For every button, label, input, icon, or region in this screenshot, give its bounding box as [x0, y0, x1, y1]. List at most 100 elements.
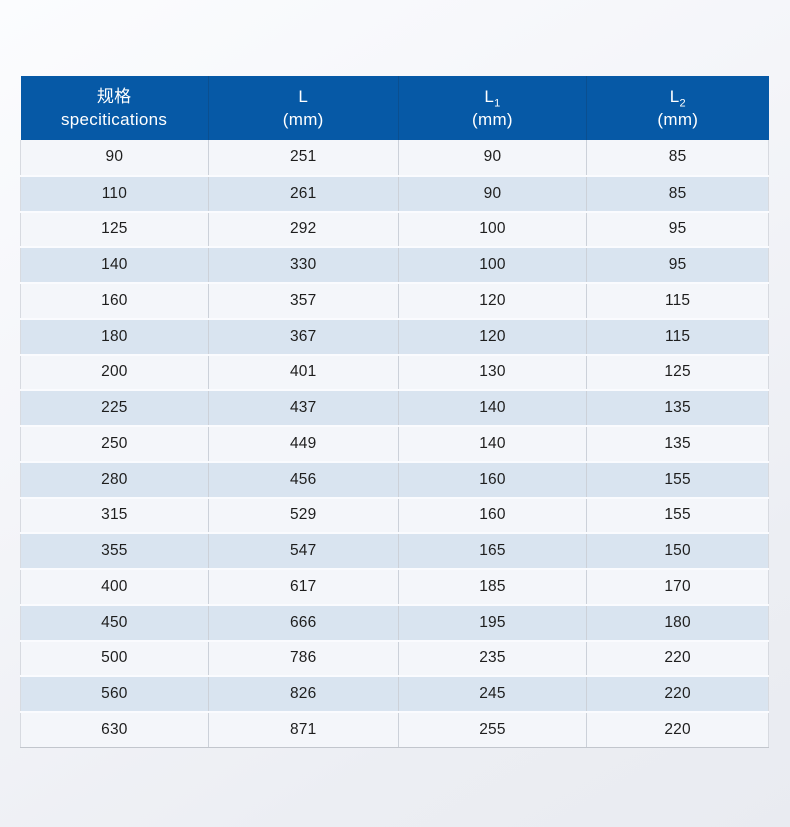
table-row: 450 666 195 180	[20, 604, 769, 642]
col-header-l1: L1 (mm)	[398, 76, 588, 140]
col-header-l2-unit: (mm)	[657, 110, 699, 129]
table-cell: 170	[586, 569, 769, 606]
table-cell: 449	[208, 426, 399, 463]
table-row: 560 826 245 220	[20, 676, 769, 713]
table-cell: 135	[586, 390, 769, 427]
table-cell: 120	[398, 283, 588, 320]
spec-table-container: 规格 specitications L (mm) L1 (mm) L2 (mm)…	[20, 76, 769, 749]
table-cell: 150	[586, 533, 769, 570]
col-header-specifications: 规格 specitications	[20, 76, 209, 140]
table-row: 90 251 90 85	[20, 140, 769, 177]
table-cell: 225	[20, 390, 209, 427]
table-cell: 85	[586, 175, 769, 213]
table-row: 355 547 165 150	[20, 533, 769, 570]
table-body: 90 251 90 85 110 261 90 85 125 292 100 95 140 330 100 9…	[20, 140, 769, 749]
table-cell: 560	[20, 676, 209, 713]
table-cell: 95	[586, 247, 769, 284]
table-cell: 220	[586, 676, 769, 713]
table-cell: 355	[20, 533, 209, 570]
table-cell: 160	[398, 497, 588, 535]
table-cell: 786	[208, 640, 399, 678]
table-cell: 160	[398, 461, 588, 499]
col-header-l2: L2 (mm)	[586, 76, 769, 140]
col-header-l-unit: (mm)	[282, 110, 324, 129]
table-cell: 90	[398, 140, 588, 177]
table-cell: 367	[208, 318, 399, 356]
table-row: 500 786 235 220	[20, 640, 769, 678]
table-cell: 135	[586, 426, 769, 463]
table-cell: 617	[208, 569, 399, 606]
table-cell: 120	[398, 318, 588, 356]
table-cell: 529	[208, 497, 399, 535]
table-row: 315 529 160 155	[20, 497, 769, 535]
col-header-specifications-cn: 规格	[96, 87, 132, 106]
table-cell: 357	[208, 283, 399, 320]
table-cell: 666	[208, 604, 399, 642]
col-header-l: L (mm)	[208, 76, 399, 140]
table-cell: 437	[208, 390, 399, 427]
table-cell: 220	[586, 640, 769, 678]
table-cell: 180	[586, 604, 769, 642]
table-row: 400 617 185 170	[20, 569, 769, 606]
table-cell: 255	[398, 712, 588, 749]
table-cell: 155	[586, 461, 769, 499]
col-header-l-symbol: L	[298, 87, 309, 106]
table-cell: 90	[20, 140, 209, 177]
table-cell: 165	[398, 533, 588, 570]
spec-table: 规格 specitications L (mm) L1 (mm) L2 (mm)…	[20, 76, 769, 749]
table-cell: 450	[20, 604, 209, 642]
table-cell: 245	[398, 676, 588, 713]
table-cell: 330	[208, 247, 399, 284]
table-row: 180 367 120 115	[20, 318, 769, 356]
table-cell: 125	[20, 211, 209, 249]
table-cell: 500	[20, 640, 209, 678]
col-header-l1-symbol: L1	[484, 87, 501, 110]
table-cell: 195	[398, 604, 588, 642]
table-cell: 140	[20, 247, 209, 284]
table-cell: 160	[20, 283, 209, 320]
table-row: 630 871 255 220	[20, 712, 769, 749]
table-row: 140 330 100 95	[20, 247, 769, 284]
table-row: 250 449 140 135	[20, 426, 769, 463]
col-header-specifications-en: specitications	[60, 110, 168, 129]
table-cell: 251	[208, 140, 399, 177]
table-row: 200 401 130 125	[20, 354, 769, 392]
table-cell: 200	[20, 354, 209, 392]
table-cell: 400	[20, 569, 209, 606]
col-header-l1-unit: (mm)	[472, 110, 513, 129]
table-header: 规格 specitications L (mm) L1 (mm) L2 (mm)	[20, 76, 769, 140]
table-cell: 401	[208, 354, 399, 392]
table-row: 110 261 90 85	[20, 175, 769, 213]
table-cell: 115	[586, 283, 769, 320]
table-cell: 250	[20, 426, 209, 463]
table-cell: 630	[20, 712, 209, 749]
table-cell: 115	[586, 318, 769, 356]
table-cell: 110	[20, 175, 209, 213]
table-cell: 220	[586, 712, 769, 749]
table-cell: 826	[208, 676, 399, 713]
table-cell: 235	[398, 640, 588, 678]
table-cell: 100	[398, 211, 588, 249]
table-row: 160 357 120 115	[20, 283, 769, 320]
table-cell: 90	[398, 175, 588, 213]
table-cell: 140	[398, 390, 588, 427]
table-header-row: 规格 specitications L (mm) L1 (mm) L2 (mm)	[20, 76, 769, 140]
table-cell: 456	[208, 461, 399, 499]
table-cell: 292	[208, 211, 399, 249]
table-cell: 547	[208, 533, 399, 570]
table-row: 280 456 160 155	[20, 461, 769, 499]
table-row: 125 292 100 95	[20, 211, 769, 249]
table-cell: 185	[398, 569, 588, 606]
table-cell: 85	[586, 140, 769, 177]
table-cell: 100	[398, 247, 588, 284]
table-cell: 130	[398, 354, 588, 392]
col-header-l2-symbol: L2	[669, 87, 686, 110]
table-cell: 140	[398, 426, 588, 463]
table-cell: 261	[208, 175, 399, 213]
table-cell: 315	[20, 497, 209, 535]
table-cell: 125	[586, 354, 769, 392]
table-cell: 155	[586, 497, 769, 535]
table-cell: 95	[586, 211, 769, 249]
table-row: 225 437 140 135	[20, 390, 769, 427]
